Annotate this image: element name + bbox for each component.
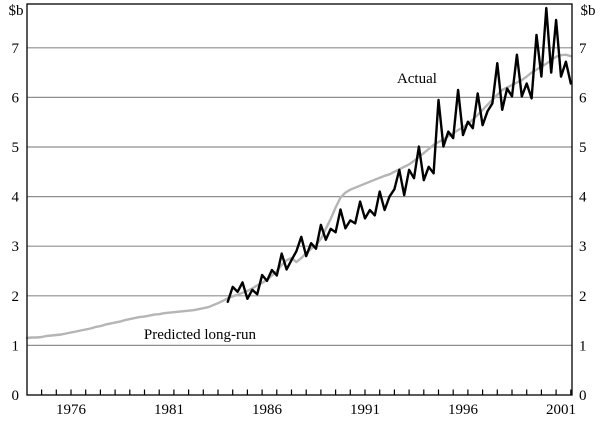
actual-line — [226, 6, 572, 303]
y-tick-label-right-3: 3 — [579, 239, 587, 255]
y-tick-label-right-0: 0 — [579, 388, 587, 404]
y-tick-label-left-0: 0 — [12, 388, 20, 404]
y-tick-label-left-4: 4 — [12, 190, 20, 206]
x-axis-labels: 1976 1981 1986 1991 1996 2001 — [56, 402, 576, 418]
x-tick-label-1986: 1986 — [252, 402, 283, 418]
series-annotations: Actual Predicted long-run — [144, 71, 437, 343]
unit-label-right: $b — [581, 3, 596, 19]
y-tick-label-left-5: 5 — [12, 140, 20, 156]
gridlines — [27, 47, 572, 346]
y-tick-label-right-7: 7 — [579, 41, 587, 57]
y-axis-labels-left: 0 1 2 3 4 5 6 7 — [12, 41, 20, 404]
y-tick-label-right-2: 2 — [579, 289, 587, 305]
y-tick-label-left-2: 2 — [12, 289, 20, 305]
series-lines — [25, 6, 572, 340]
y-tick-label-right-1: 1 — [579, 338, 587, 354]
predicted-long-run-label: Predicted long-run — [144, 327, 257, 343]
x-axis-minor-ticks — [40, 389, 572, 395]
x-tick-label-1991: 1991 — [350, 402, 380, 418]
unit-label-left: $b — [9, 3, 24, 19]
y-tick-label-left-1: 1 — [12, 338, 20, 354]
x-tick-label-1996: 1996 — [448, 402, 479, 418]
x-tick-label-1981: 1981 — [154, 402, 184, 418]
y-axis-labels-right: 0 1 2 3 4 5 6 7 — [579, 41, 587, 404]
x-tick-label-2001: 2001 — [546, 402, 576, 418]
x-tick-label-1976: 1976 — [56, 402, 87, 418]
y-tick-label-right-6: 6 — [579, 90, 587, 106]
plot-border — [26, 3, 573, 396]
y-tick-label-right-5: 5 — [579, 140, 587, 156]
y-tick-label-left-6: 6 — [12, 90, 20, 106]
y-tick-label-right-4: 4 — [579, 190, 587, 206]
y-tick-label-left-3: 3 — [12, 239, 20, 255]
actual-label: Actual — [397, 71, 437, 87]
y-tick-label-left-7: 7 — [12, 41, 20, 57]
